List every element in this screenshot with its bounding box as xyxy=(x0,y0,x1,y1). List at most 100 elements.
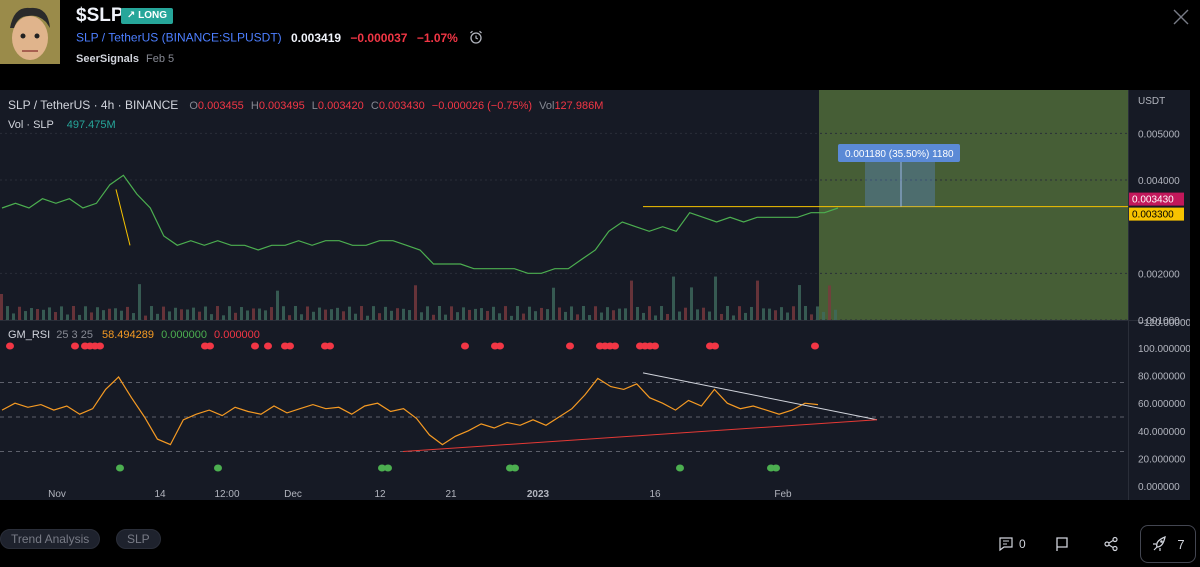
x-tick-label: Feb xyxy=(774,489,792,500)
volume-bar xyxy=(198,311,201,320)
oversold-signal-dot xyxy=(214,464,222,472)
rsi-params: 25 3 25 xyxy=(56,329,93,341)
open-label: O xyxy=(189,100,198,112)
volume-bar xyxy=(90,312,93,320)
volume-bar xyxy=(774,310,777,320)
volume-bar xyxy=(174,307,177,320)
symbol-link[interactable]: SLP / TetherUS xyxy=(76,30,159,45)
volume-bar xyxy=(630,280,633,320)
volume-bar xyxy=(84,306,87,320)
oversold-signal-dot xyxy=(384,464,392,472)
boost-button[interactable]: 7 xyxy=(1140,525,1196,563)
volume-bar xyxy=(456,312,459,320)
volume-bar xyxy=(252,308,255,320)
volume-bar xyxy=(78,314,81,320)
volume-bar xyxy=(606,307,609,320)
volume-bar xyxy=(96,307,99,320)
volume-bar xyxy=(762,308,765,320)
volume-bar xyxy=(474,308,477,320)
close-label: C xyxy=(370,100,379,112)
overbought-signal-dot xyxy=(461,342,469,350)
volume-bar xyxy=(828,285,831,320)
comment-icon xyxy=(999,537,1013,552)
overbought-signal-dot xyxy=(96,342,104,350)
x-tick-label: 12 xyxy=(374,489,386,500)
overbought-signal-dot xyxy=(711,342,719,350)
volume-bar xyxy=(522,313,525,320)
volume-bar xyxy=(822,311,825,320)
volume-bar xyxy=(384,306,387,320)
share-button[interactable] xyxy=(1103,533,1119,555)
rsi-tick-label: 80.000000 xyxy=(1138,372,1186,383)
rsi-descending-trendline xyxy=(642,372,878,421)
volume-bar xyxy=(684,307,687,320)
x-tick-label: 21 xyxy=(445,489,457,500)
rsi-legend: GM_RSI 25 3 25 58.494289 0.000000 0.0000… xyxy=(8,329,260,341)
close-value: 0.003430 xyxy=(378,100,425,112)
comments-button[interactable]: 0 xyxy=(998,533,1026,555)
volume-bar xyxy=(492,306,495,320)
author-avatar[interactable] xyxy=(0,0,60,64)
oversold-signal-dot xyxy=(676,464,684,472)
volume-bar xyxy=(180,309,183,320)
volume-bar xyxy=(144,315,147,320)
volume-bar xyxy=(12,313,15,320)
alarm-clock-icon[interactable] xyxy=(469,30,483,47)
rsi-value-1: 58.494289 xyxy=(102,329,155,341)
volume-bar xyxy=(60,306,63,320)
volume-bar xyxy=(792,306,795,320)
author-name[interactable]: SeerSignals xyxy=(76,53,139,65)
volume-bar xyxy=(732,315,735,320)
volume-bar xyxy=(330,309,333,320)
volume-bar xyxy=(120,310,123,320)
rsi-tick-label: 20.000000 xyxy=(1138,454,1186,465)
measure-label: 0.001180 (35.50%) 1180 xyxy=(845,149,954,160)
volume-bar xyxy=(42,309,45,320)
volume-bar xyxy=(678,311,681,320)
close-icon[interactable] xyxy=(1172,8,1190,26)
volume-bar xyxy=(636,306,639,320)
tag-slp[interactable]: SLP xyxy=(116,529,161,549)
volume-bar xyxy=(546,309,549,320)
overbought-signal-dot xyxy=(611,342,619,350)
exchange-link[interactable]: (BINANCE:SLPUSDT) xyxy=(161,30,282,45)
oversold-signal-dot xyxy=(511,464,519,472)
volume-bar xyxy=(588,315,591,320)
price-line xyxy=(1,174,839,274)
volume-bar xyxy=(594,306,597,320)
volume-bar xyxy=(696,309,699,320)
rsi-line xyxy=(1,376,819,446)
bookmark-button[interactable] xyxy=(1055,533,1069,555)
chart-canvas[interactable]: USDT 0.005000 0.004000 0.002000 0.001000−120… xyxy=(0,90,1190,500)
volume-bar xyxy=(750,306,753,320)
current-price-label: 0.003430 xyxy=(1132,195,1174,206)
volume-bar xyxy=(714,276,717,320)
volume-bar xyxy=(666,313,669,320)
boost-count: 7 xyxy=(1177,536,1185,552)
overbought-signal-dot xyxy=(251,342,259,350)
idea-title: $SLP xyxy=(76,5,124,26)
volume-bar xyxy=(0,294,3,320)
volume-bar xyxy=(264,310,267,320)
volume-bar xyxy=(438,306,441,320)
volume-bar xyxy=(462,307,465,320)
volume-bar xyxy=(834,309,837,320)
low-value: 0.003420 xyxy=(317,100,364,112)
volume-bar xyxy=(258,308,261,320)
volume-bar xyxy=(810,314,813,320)
chart-area[interactable]: USDT 0.005000 0.004000 0.002000 0.001000 −120… xyxy=(0,90,1190,500)
volume-bar xyxy=(216,306,219,320)
badge-label: LONG xyxy=(138,10,168,21)
volume-bar xyxy=(150,306,153,320)
volume-bar xyxy=(222,315,225,320)
publish-date: Feb 5 xyxy=(146,53,175,65)
volume-bar xyxy=(390,310,393,320)
volume-bar xyxy=(240,307,243,320)
volume-bar xyxy=(450,306,453,320)
tag-trend-analysis[interactable]: Trend Analysis xyxy=(0,529,101,549)
volume-bar xyxy=(804,306,807,320)
volume-bar xyxy=(348,306,351,320)
volume-bar xyxy=(108,308,111,320)
volume-bar xyxy=(528,306,531,320)
volume-bar xyxy=(468,309,471,320)
